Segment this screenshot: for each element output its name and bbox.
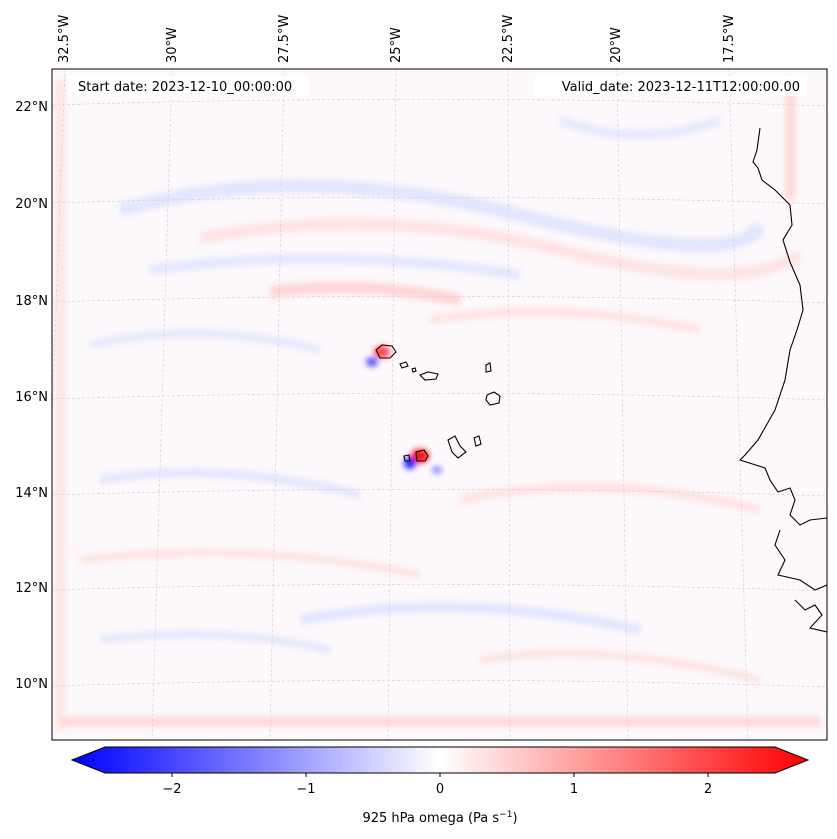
island-sao-vicente [399,361,409,369]
start-date-label: Start date: 2023-12-10_00:00:00 [78,80,292,95]
island-sao-nicolau [419,371,439,381]
africa-coastline [738,127,827,526]
lon-label-17-5w: 17.5°W [722,15,737,63]
map-panel: Start date: 2023-12-10_00:00:00 Valid_da… [51,68,828,741]
omega-field [55,80,820,730]
lon-label-27-5w: 27.5°W [277,15,292,63]
island-sal [485,362,492,373]
valid-date-label: Valid_date: 2023-12-11T12:00:00.00 [562,80,800,95]
lon-label-25w: 25°W [389,27,404,63]
island-santo-antao [375,344,397,359]
island-santa-luzia [411,367,417,373]
lon-label-22-5w: 22.5°W [501,15,516,63]
longitude-labels: 32.5°W 30°W 27.5°W 25°W 22.5°W 20°W 17.5… [57,15,737,63]
lon-label-20w: 20°W [609,27,624,63]
start-date-box: Start date: 2023-12-10_00:00:00 [68,76,308,96]
graticule [52,69,827,740]
valid-date-box: Valid_date: 2023-12-11T12:00:00.00 [535,76,807,96]
lat-label-18n: 18°N [15,294,48,309]
colorbar-label: 925 hPa omega (Pa s−1) [362,810,517,826]
colorbar-tick-label: −1 [296,782,315,797]
colorbar-tick-label: −2 [162,782,181,797]
colorbar-tick-label: 0 [436,782,444,797]
lat-label-20n: 20°N [15,197,48,212]
map-frame [51,68,828,741]
lat-label-16n: 16°N [15,390,48,405]
island-maio [473,435,482,447]
latitude-labels: 22°N 20°N 18°N 16°N 14°N 12°N 10°N [15,100,48,692]
colorbar-ticks: −2 −1 0 1 2 [162,773,712,797]
coastlines [375,127,827,633]
colorbar-tick-label: 1 [570,782,578,797]
lon-label-32-5w: 32.5°W [57,15,72,63]
island-brava [403,454,411,462]
island-santiago [447,435,467,459]
lat-label-14n: 14°N [15,486,48,501]
colorbar-tick-label: 2 [704,782,712,797]
island-fogo [415,449,429,462]
lat-label-22n: 22°N [15,100,48,115]
lat-label-12n: 12°N [15,581,48,596]
island-boa-vista [485,391,501,406]
colorbar: −2 −1 0 1 2 925 hPa omega (Pa s−1) [70,746,810,826]
colorbar-bar [70,746,810,774]
lon-label-30w: 30°W [165,27,180,63]
map-background [52,69,827,740]
lat-label-10n: 10°N [15,677,48,692]
